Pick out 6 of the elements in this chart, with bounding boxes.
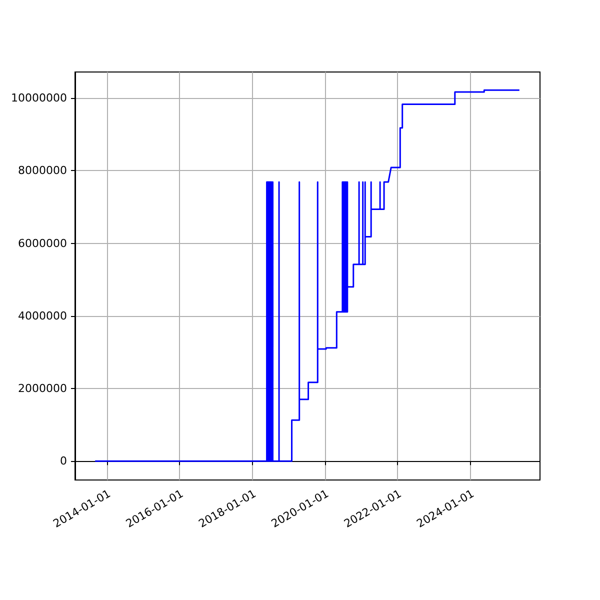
- y-tick-label: 10000000: [11, 92, 67, 105]
- y-tick-label: 0: [60, 454, 67, 468]
- y-tick-label: 4000000: [18, 309, 67, 322]
- y-tick-label: 2000000: [18, 382, 67, 396]
- y-tick-label: 6000000: [18, 236, 67, 250]
- y-tick-label: 8000000: [18, 164, 67, 178]
